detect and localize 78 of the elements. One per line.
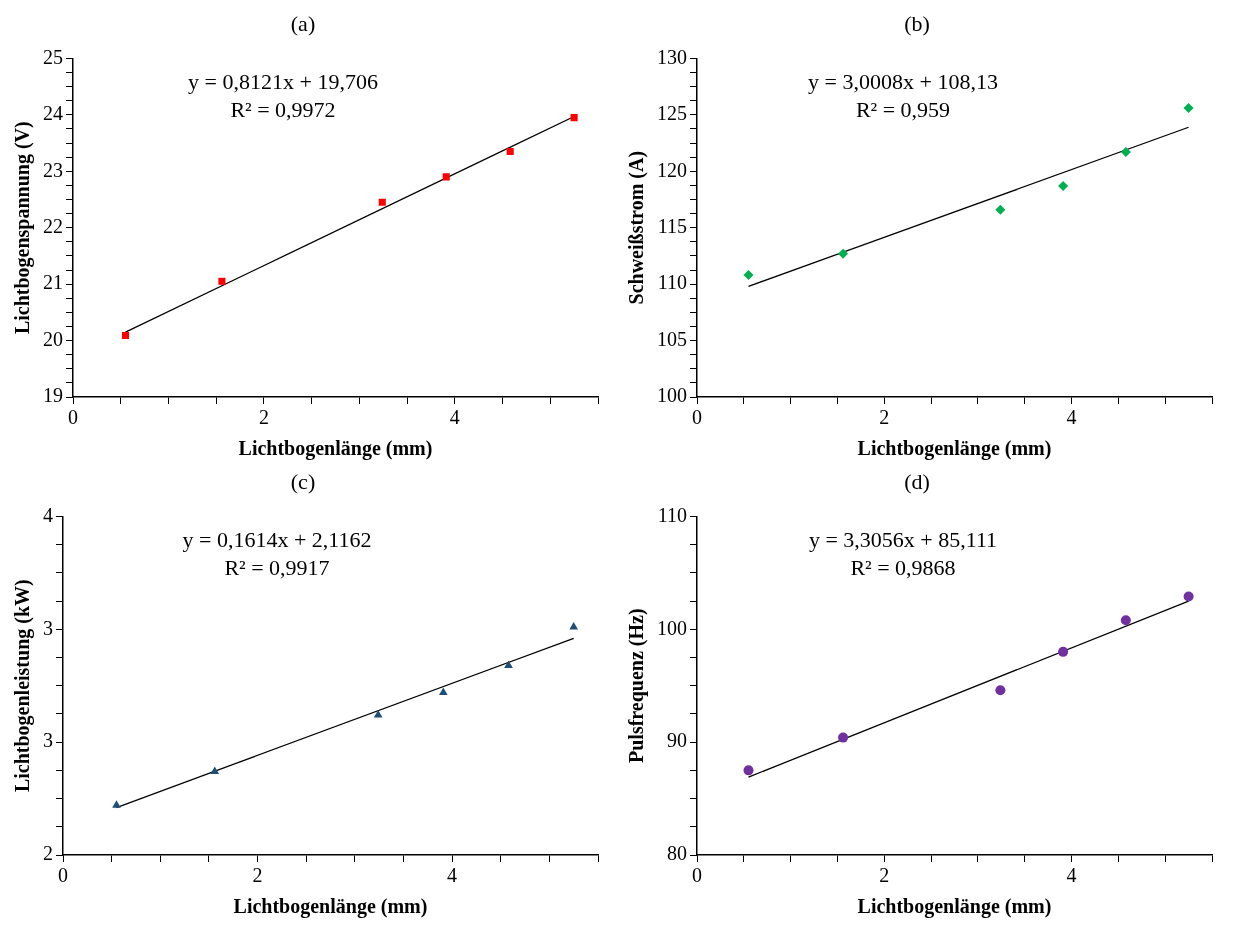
y-tick-label: 80 xyxy=(667,842,687,865)
y-tick-label: 21 xyxy=(43,271,63,294)
chart-title: (d) xyxy=(904,468,930,494)
y-tick-label: 24 xyxy=(43,102,63,125)
point xyxy=(1058,180,1069,191)
y-tick-label: 100 xyxy=(657,384,687,407)
annotation: R² = 0,9972 xyxy=(230,97,336,123)
annotation: R² = 0,9917 xyxy=(224,555,330,581)
y-tick-label: 100 xyxy=(657,616,687,639)
x-tick-label: 0 xyxy=(68,406,78,429)
annotation: y = 3,3056x + 85,111 xyxy=(808,527,998,553)
point xyxy=(743,765,754,776)
x-tick-label: 0 xyxy=(692,406,702,429)
point xyxy=(210,766,220,774)
x-tick-label: 4 xyxy=(1066,406,1077,429)
x-axis-title: Lichtbogenlänge (mm) xyxy=(238,437,433,461)
x-tick-label: 4 xyxy=(1066,864,1077,887)
y-tick-label: 105 xyxy=(657,327,687,350)
y-tick-label: 2 xyxy=(43,842,53,865)
point xyxy=(112,800,121,808)
chart-title: (c) xyxy=(290,468,316,494)
x-tick-label: 2 xyxy=(258,406,269,429)
point xyxy=(995,685,1006,696)
y-tick-label: 22 xyxy=(43,214,63,237)
y-tick-label: 110 xyxy=(657,503,687,526)
point xyxy=(1120,147,1131,158)
point xyxy=(995,204,1006,215)
y-tick-label: 20 xyxy=(43,327,63,350)
chart-title: (a) xyxy=(290,10,316,36)
y-tick-label: 19 xyxy=(43,384,63,407)
x-axis-title: Lichtbogenlänge (mm) xyxy=(857,895,1052,919)
point xyxy=(1183,103,1194,114)
y-tick-label: 115 xyxy=(657,214,687,237)
y-tick-label: 90 xyxy=(667,729,687,752)
point xyxy=(570,114,578,122)
x-axis-title: Lichtbogenlänge (mm) xyxy=(233,895,428,919)
y-tick-label: 125 xyxy=(657,102,687,125)
y-axis-title: Lichtbogenspannung (V) xyxy=(11,121,35,335)
point xyxy=(506,147,514,156)
y-axis-title: Lichtbogenleistung (kW) xyxy=(11,579,35,793)
x-tick-label: 2 xyxy=(252,864,263,887)
x-tick-label: 0 xyxy=(692,864,702,887)
y-tick-label: 3 xyxy=(43,616,53,639)
point xyxy=(838,732,849,743)
annotation: y = 3,0008x + 108,13 xyxy=(808,69,998,95)
y-tick-label: 110 xyxy=(657,271,687,294)
x-tick-label: 0 xyxy=(58,864,68,887)
point xyxy=(121,331,130,340)
x-tick-label: 2 xyxy=(879,406,890,429)
y-tick-label: 3 xyxy=(43,729,53,752)
annotation: y = 0,8121x + 19,706 xyxy=(188,69,378,95)
y-tick-label: 130 xyxy=(657,45,687,68)
point xyxy=(1183,591,1194,602)
point xyxy=(1058,646,1069,657)
annotation: R² = 0,959 xyxy=(855,97,951,123)
point xyxy=(378,198,386,206)
x-tick-label: 2 xyxy=(879,864,890,887)
point xyxy=(439,687,448,695)
x-tick-label: 4 xyxy=(449,406,460,429)
chart-title: (b) xyxy=(904,10,930,36)
y-tick-label: 120 xyxy=(657,158,687,181)
point xyxy=(743,270,754,281)
point xyxy=(442,173,450,181)
annotation: y = 0,1614x + 2,1162 xyxy=(182,527,372,553)
point xyxy=(838,248,849,259)
x-axis-title: Lichtbogenlänge (mm) xyxy=(857,437,1052,461)
y-tick-label: 4 xyxy=(43,503,53,526)
point xyxy=(1120,615,1131,626)
y-tick-label: 25 xyxy=(43,45,63,68)
y-axis-title: Pulsfrequenz (Hz) xyxy=(625,608,649,763)
point xyxy=(569,622,579,630)
y-axis-title: Schweißstrom (A) xyxy=(625,150,649,305)
point xyxy=(373,710,383,718)
annotation: R² = 0,9868 xyxy=(850,555,956,581)
point xyxy=(504,660,513,668)
point xyxy=(218,277,226,285)
y-tick-label: 23 xyxy=(43,158,63,181)
x-tick-label: 4 xyxy=(447,864,458,887)
